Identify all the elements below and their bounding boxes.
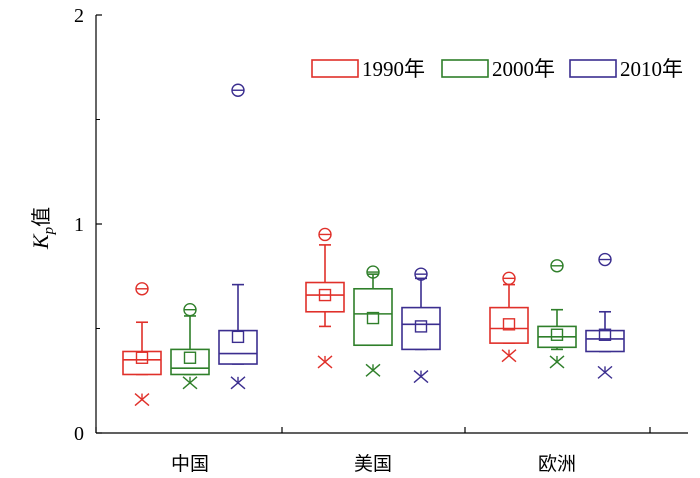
- x-category-label: 欧洲: [538, 453, 576, 475]
- outlier-low-marker: [230, 376, 246, 390]
- mean-marker: [598, 328, 612, 341]
- legend-label: 1990年: [362, 57, 425, 81]
- outlier-low-marker: [549, 355, 565, 369]
- outlier-low-marker: [597, 365, 613, 379]
- legend-item: 2010年: [569, 57, 683, 81]
- mean-marker: [366, 311, 380, 325]
- outlier-low-marker: [501, 349, 517, 363]
- box-group: [585, 252, 625, 379]
- legend-item: 1990年: [311, 57, 425, 81]
- mean-marker: [550, 328, 564, 341]
- iqr-box: [218, 329, 258, 365]
- box-group: [353, 265, 393, 377]
- legend-swatch: [441, 59, 489, 78]
- y-tick-label: 1: [74, 214, 84, 236]
- box-group: [489, 271, 529, 363]
- y-tick-label: 2: [74, 5, 84, 27]
- legend-item: 2000年: [441, 57, 555, 81]
- iqr-box: [585, 329, 625, 353]
- box-group: [537, 259, 577, 369]
- box-group: [170, 302, 210, 390]
- y-axis-label-main: K: [28, 233, 53, 250]
- iqr-box: [353, 287, 393, 347]
- legend-label: 2010年: [620, 57, 683, 81]
- mean-marker: [135, 351, 149, 364]
- legend-label: 2000年: [492, 57, 555, 81]
- iqr-box: [489, 306, 529, 344]
- iqr-box: [170, 348, 210, 376]
- x-category-label: 美国: [354, 453, 392, 475]
- legend-swatch: [569, 59, 617, 78]
- y-axis-label-sub: p: [41, 226, 57, 235]
- iqr-box: [305, 281, 345, 313]
- mean-marker: [414, 320, 428, 333]
- y-axis-label-suffix: 值: [29, 207, 53, 227]
- iqr-box: [401, 306, 441, 351]
- y-tick-label: 0: [74, 423, 84, 445]
- outlier-low-marker: [413, 370, 429, 384]
- mean-marker: [502, 318, 516, 331]
- outlier-low-marker: [134, 393, 150, 407]
- y-axis-label-text: Kp值: [28, 207, 57, 250]
- outlier-low-marker: [365, 363, 381, 377]
- box-groups: [122, 83, 625, 407]
- mean-marker: [183, 351, 197, 364]
- box-group: [401, 267, 441, 384]
- mean-marker: [318, 288, 332, 302]
- outlier-low-marker: [317, 355, 333, 369]
- box-group: [122, 282, 162, 407]
- legend: 1990年 2000年 2010年: [311, 57, 683, 81]
- box-group: [305, 227, 345, 369]
- box-group: [218, 83, 258, 390]
- legend-swatch: [311, 59, 359, 78]
- mean-marker: [231, 330, 245, 344]
- axes: 0 1 2 中国 美国 欧洲: [74, 5, 688, 475]
- x-category-label: 中国: [171, 453, 209, 475]
- outlier-low-marker: [182, 376, 198, 390]
- y-axis-label: Kp值: [28, 207, 57, 250]
